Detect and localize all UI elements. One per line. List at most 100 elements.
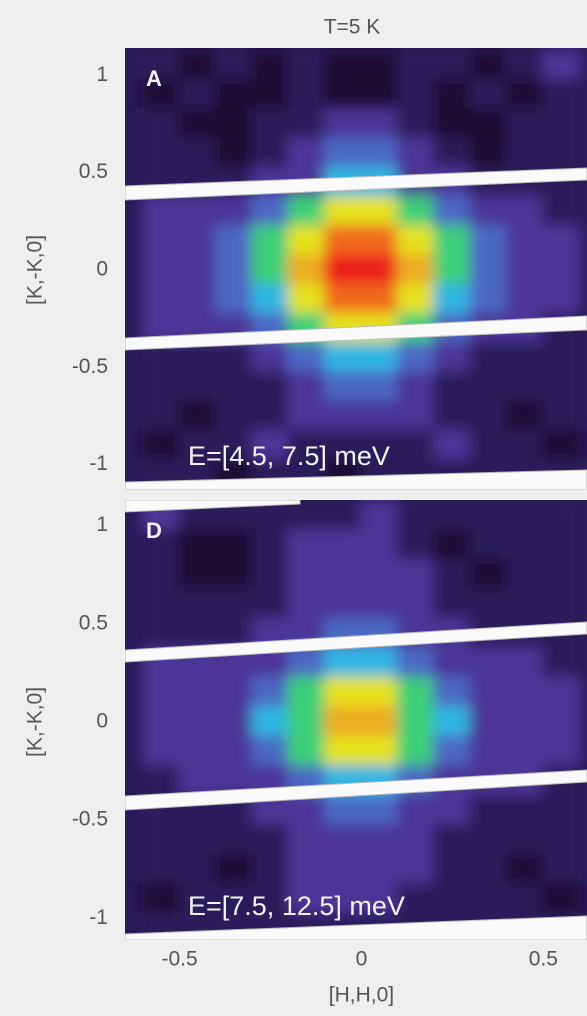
heatmap-cell: [397, 225, 435, 256]
heatmap-cell: [251, 371, 289, 402]
heatmap-cell: [397, 79, 435, 110]
y-axis-label: [K,-K,0]: [24, 687, 47, 757]
heatmap-cell: [506, 138, 544, 169]
heatmap-cell: [360, 736, 398, 767]
heatmap-cell: [215, 736, 253, 767]
heatmap-cell: [179, 284, 217, 315]
heatmap-cell: [397, 108, 435, 139]
heatmap: [142, 50, 581, 490]
heatmap-cell: [179, 108, 217, 139]
plot-area: [125, 500, 587, 944]
heatmap-cell: [506, 559, 544, 590]
heatmap-cell: [251, 196, 289, 227]
heatmap-cell: [288, 400, 326, 431]
heatmap-cell: [288, 824, 326, 855]
heatmap-cell: [433, 824, 471, 855]
heatmap-cell: [433, 430, 471, 461]
heatmap-cell: [470, 79, 508, 110]
heatmap-cell: [397, 500, 435, 531]
heatmap-cell: [542, 854, 580, 885]
heatmap-cell: [360, 342, 398, 373]
heatmap-cell: [288, 588, 326, 619]
heatmap-cell: [360, 371, 398, 402]
heatmap-cell: [506, 500, 544, 531]
heatmap-cell: [251, 559, 289, 590]
heatmap-cell: [470, 108, 508, 139]
y-tick-label: 0.5: [79, 160, 108, 183]
heatmap-cell: [179, 400, 217, 431]
heatmap-cell: [433, 500, 471, 531]
heatmap-cell: [324, 677, 362, 708]
heatmap-cell: [433, 342, 471, 373]
heatmap-cell: [470, 138, 508, 169]
y-axis-label: [K,-K,0]: [24, 235, 47, 305]
heatmap-cell: [433, 79, 471, 110]
heatmap-cell: [324, 79, 362, 110]
heatmap-cell: [506, 706, 544, 737]
heatmap-cell: [251, 677, 289, 708]
heatmap-cell: [433, 371, 471, 402]
heatmap-cell: [288, 196, 326, 227]
heatmap-cell: [506, 588, 544, 619]
heatmap-cell: [360, 795, 398, 826]
heatmap-cell: [433, 108, 471, 139]
panel-label: D: [146, 518, 162, 543]
heatmap-cell: [360, 284, 398, 315]
heatmap-cell: [433, 647, 471, 678]
heatmap-cell: [324, 647, 362, 678]
heatmap-cell: [179, 529, 217, 560]
heatmap-cell: [179, 736, 217, 767]
heatmap-cell: [360, 254, 398, 285]
plot-area: [125, 50, 587, 490]
heatmap-cell: [360, 677, 398, 708]
heatmap-cell: [397, 430, 435, 461]
y-tick-label: 0: [96, 710, 108, 733]
heatmap-cell: [397, 371, 435, 402]
heatmap-cell: [397, 400, 435, 431]
heatmap-cell: [251, 400, 289, 431]
heatmap-cell: [251, 50, 289, 81]
heatmap-cell: [142, 677, 180, 708]
heatmap-cell: [433, 529, 471, 560]
heatmap-cell: [215, 371, 253, 402]
heatmap-cell: [324, 795, 362, 826]
heatmap-cell: [397, 736, 435, 767]
heatmap-cell: [324, 50, 362, 81]
heatmap-cell: [542, 108, 580, 139]
heatmap-cell: [506, 108, 544, 139]
heatmap-cell: [470, 196, 508, 227]
heatmap-cell: [324, 342, 362, 373]
heatmap-cell: [142, 430, 180, 461]
heatmap-cell: [251, 854, 289, 885]
heatmap-cell: [142, 196, 180, 227]
heatmap-cell: [542, 79, 580, 110]
heatmap-cell: [433, 677, 471, 708]
heatmap-cell: [251, 342, 289, 373]
heatmap-cell: [215, 854, 253, 885]
heatmap-cell: [251, 529, 289, 560]
heatmap-cell: [142, 824, 180, 855]
heatmap-cell: [542, 736, 580, 767]
heatmap-cell: [397, 824, 435, 855]
heatmap-cell: [142, 371, 180, 402]
heatmap-cell: [324, 588, 362, 619]
heatmap-cell: [324, 284, 362, 315]
heatmap-cell: [360, 559, 398, 590]
heatmap-cell: [506, 647, 544, 678]
heatmap-cell: [179, 254, 217, 285]
heatmap-cell: [324, 854, 362, 885]
heatmap-cell: [360, 647, 398, 678]
heatmap-cell: [288, 138, 326, 169]
heatmap-cell: [179, 588, 217, 619]
heatmap-cell: [142, 284, 180, 315]
heatmap-cell: [360, 225, 398, 256]
heatmap-cell: [542, 647, 580, 678]
heatmap-cell: [251, 588, 289, 619]
x-axis-label: [H,H,0]: [329, 984, 394, 1007]
heatmap-cell: [360, 588, 398, 619]
heatmap-cell: [470, 677, 508, 708]
heatmap-cell: [397, 795, 435, 826]
heatmap-cell: [542, 430, 580, 461]
heatmap-cell: [397, 254, 435, 285]
heatmap-cell: [542, 196, 580, 227]
